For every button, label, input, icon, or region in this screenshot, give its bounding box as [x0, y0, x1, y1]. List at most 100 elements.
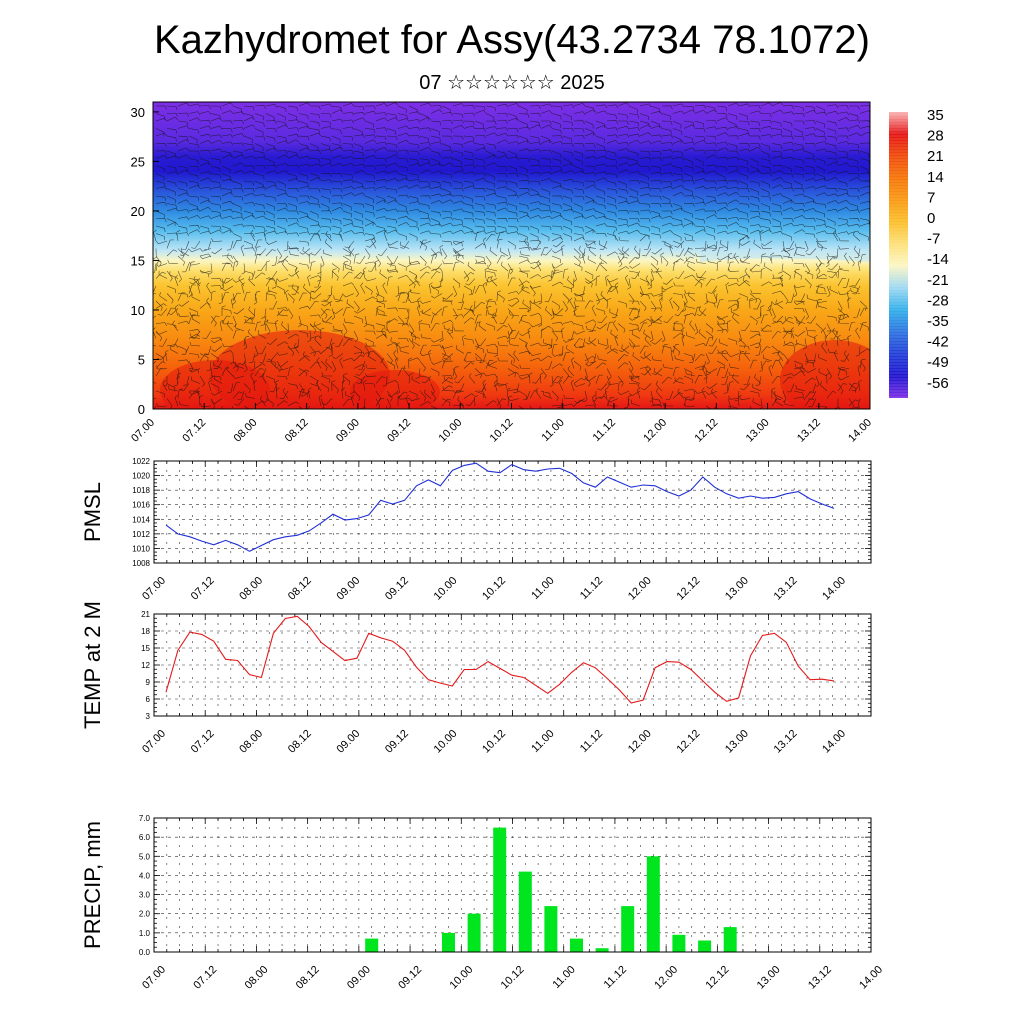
precip-x-tick-label-12.12: 12.12: [704, 964, 732, 992]
temp-ylabel: TEMP at 2 M: [80, 601, 105, 729]
warm-surface-region: [780, 340, 870, 409]
pmsl-ylabel: PMSL: [80, 482, 105, 542]
precip-bar-12: [723, 927, 737, 952]
precip-bar-6: [570, 938, 583, 952]
precip-y-tick-label-6: 6.0: [139, 833, 151, 842]
temp-x-tick-label-14.00: 14.00: [820, 728, 848, 756]
colorbar-label-13: -56: [927, 375, 949, 392]
x-tick-label-12.00: 12.00: [641, 417, 669, 445]
precip-y-tick-label-4: 4.0: [139, 871, 151, 880]
x-tick-label-13.12: 13.12: [795, 417, 823, 445]
colorbar-label-8: -21: [927, 272, 949, 289]
warm-surface-region: [350, 370, 440, 409]
temp-y-tick-label-1: 6: [146, 695, 151, 704]
pmsl-y-tick-label-2: 1012: [132, 530, 150, 539]
precip-y-tick-label-0: 0.0: [139, 948, 151, 957]
pmsl-x-tick-label-08.12: 08.12: [286, 575, 314, 603]
temp-x-tick-label-13.12: 13.12: [772, 728, 800, 756]
y-tick-label-30: 30: [131, 105, 145, 120]
pmsl-x-tick-label-11.00: 11.00: [529, 575, 556, 602]
precip-panel: 0.0 1.0 2.0 3.0 4.0 5.0 6.0 7.0 PRECIP, mm 07.00 0…: [80, 814, 885, 992]
precip-x-tick-label-08.00: 08.00: [243, 964, 271, 992]
precip-x-tick-label-10.00: 10.00: [447, 964, 475, 992]
temp-x-tick-label-09.00: 09.00: [334, 728, 362, 756]
precip-x-tick-label-11.12: 11.12: [602, 964, 629, 991]
temp-y-tick-label-6: 21: [141, 610, 150, 619]
x-tick-label-10.00: 10.00: [436, 417, 464, 445]
pmsl-x-tick-label-13.12: 13.12: [772, 575, 800, 603]
colorbar-label-4: 7: [927, 189, 935, 206]
temp-x-tick-label-10.00: 10.00: [432, 728, 460, 756]
temp-series-line: [165, 615, 835, 704]
pmsl-y-tick-label-7: 1022: [132, 457, 150, 466]
precip-x-tick-label-08.12: 08.12: [294, 964, 322, 992]
temp-x-tick-label-08.12: 08.12: [286, 728, 314, 756]
precip-x-tick-label-11.00: 11.00: [550, 964, 577, 991]
pmsl-y-tick-label-0: 1008: [132, 559, 150, 568]
pmsl-grid: [154, 461, 871, 563]
pmsl-x-tick-label-09.12: 09.12: [383, 575, 411, 603]
pmsl-x-tick-label-08.00: 08.00: [237, 575, 265, 603]
pmsl-y-tick-label-1: 1010: [132, 544, 150, 553]
colorbar-label-0: 35: [927, 107, 944, 124]
precip-y-tick-label-7: 7.0: [139, 814, 151, 823]
precip-bar-3: [493, 827, 507, 952]
wind-barb-strokes: [153, 102, 870, 409]
precip-bar-2: [467, 913, 481, 952]
precip-bar-8: [621, 906, 635, 952]
y-tick-label-0: 0: [138, 402, 145, 417]
pmsl-y-tick-label-5: 1018: [132, 486, 150, 495]
precip-y-tick-label-1: 1.0: [139, 929, 151, 938]
pmsl-y-tick-label-3: 1014: [132, 515, 150, 524]
chart-subtitle: 07 ☆☆☆☆☆☆ 2025: [419, 72, 605, 94]
temp-x-tick-label-07.12: 07.12: [189, 728, 217, 756]
precip-x-tick-label-07.00: 07.00: [140, 964, 168, 992]
temp-x-tick-label-13.00: 13.00: [723, 728, 751, 756]
temp-x-tick-label-12.12: 12.12: [674, 728, 702, 756]
pmsl-x-tick-label-07.12: 07.12: [189, 575, 217, 603]
precip-bar-5: [544, 906, 558, 952]
colorbar-label-6: -7: [927, 231, 940, 248]
x-tick-label-07.00: 07.00: [129, 417, 157, 445]
y-tick-label-15: 15: [131, 253, 145, 268]
pmsl-x-tick-label-14.00: 14.00: [820, 575, 848, 603]
temp-y-tick-label-4: 15: [141, 644, 150, 653]
precip-y-tick-label-3: 3.0: [139, 891, 151, 900]
temp-y-tick-label-0: 3: [146, 712, 151, 721]
precip-x-tick-label-09.00: 09.00: [345, 964, 373, 992]
wind-barbs: [153, 102, 870, 409]
temp-x-tick-label-09.12: 09.12: [383, 728, 411, 756]
precip-grid: [154, 818, 871, 952]
temp-x-tick-label-11.12: 11.12: [578, 728, 605, 755]
precip-frame: [153, 817, 872, 953]
pmsl-x-tick-label-10.12: 10.12: [480, 575, 508, 603]
precip-x-tick-label-13.12: 13.12: [806, 964, 834, 992]
x-tick-label-08.12: 08.12: [283, 417, 311, 445]
colorbar-label-11: -42: [927, 334, 949, 351]
precip-x-tick-label-09.12: 09.12: [396, 964, 424, 992]
colorbar-label-2: 21: [927, 148, 944, 165]
colorbar-label-1: 28: [927, 128, 944, 145]
temp-y-tick-label-3: 12: [141, 661, 150, 670]
x-tick-label-13.00: 13.00: [744, 417, 772, 445]
y-tick-label-5: 5: [138, 352, 145, 367]
temp-x-tick-label-12.00: 12.00: [626, 728, 654, 756]
precip-bar-10: [672, 934, 686, 952]
pmsl-x-tick-label-12.12: 12.12: [674, 575, 702, 603]
warm-surface-region: [160, 360, 270, 409]
temp-x-tick-label-07.00: 07.00: [140, 728, 168, 756]
x-tick-label-07.12: 07.12: [180, 417, 208, 445]
y-tick-label-10: 10: [131, 303, 145, 318]
precip-bar-9: [646, 856, 660, 952]
temp-x-tick-label-11.00: 11.00: [529, 728, 556, 755]
precip-bar-7: [595, 948, 609, 952]
temp2m-panel: 3 6 9 12 15 18 21 TEMP at 2 M 07.00 07.12 08.00 08.…: [80, 601, 872, 756]
pmsl-x-tick-label-09.00: 09.00: [334, 575, 362, 603]
colorbar: 35 28 21 14 7 0 -7 -14 -21 -28 -35 -42 -49 -56: [889, 107, 949, 398]
temp-y-tick-label-2: 9: [146, 678, 151, 687]
temp-x-tick-label-08.00: 08.00: [237, 728, 265, 756]
colorbar-label-9: -28: [927, 292, 949, 309]
pmsl-x-tick-label-13.00: 13.00: [723, 575, 751, 603]
pmsl-panel: 1008 1010 1012 1014 1016 1018 1020 1022 PMSL 07.0…: [80, 457, 872, 603]
